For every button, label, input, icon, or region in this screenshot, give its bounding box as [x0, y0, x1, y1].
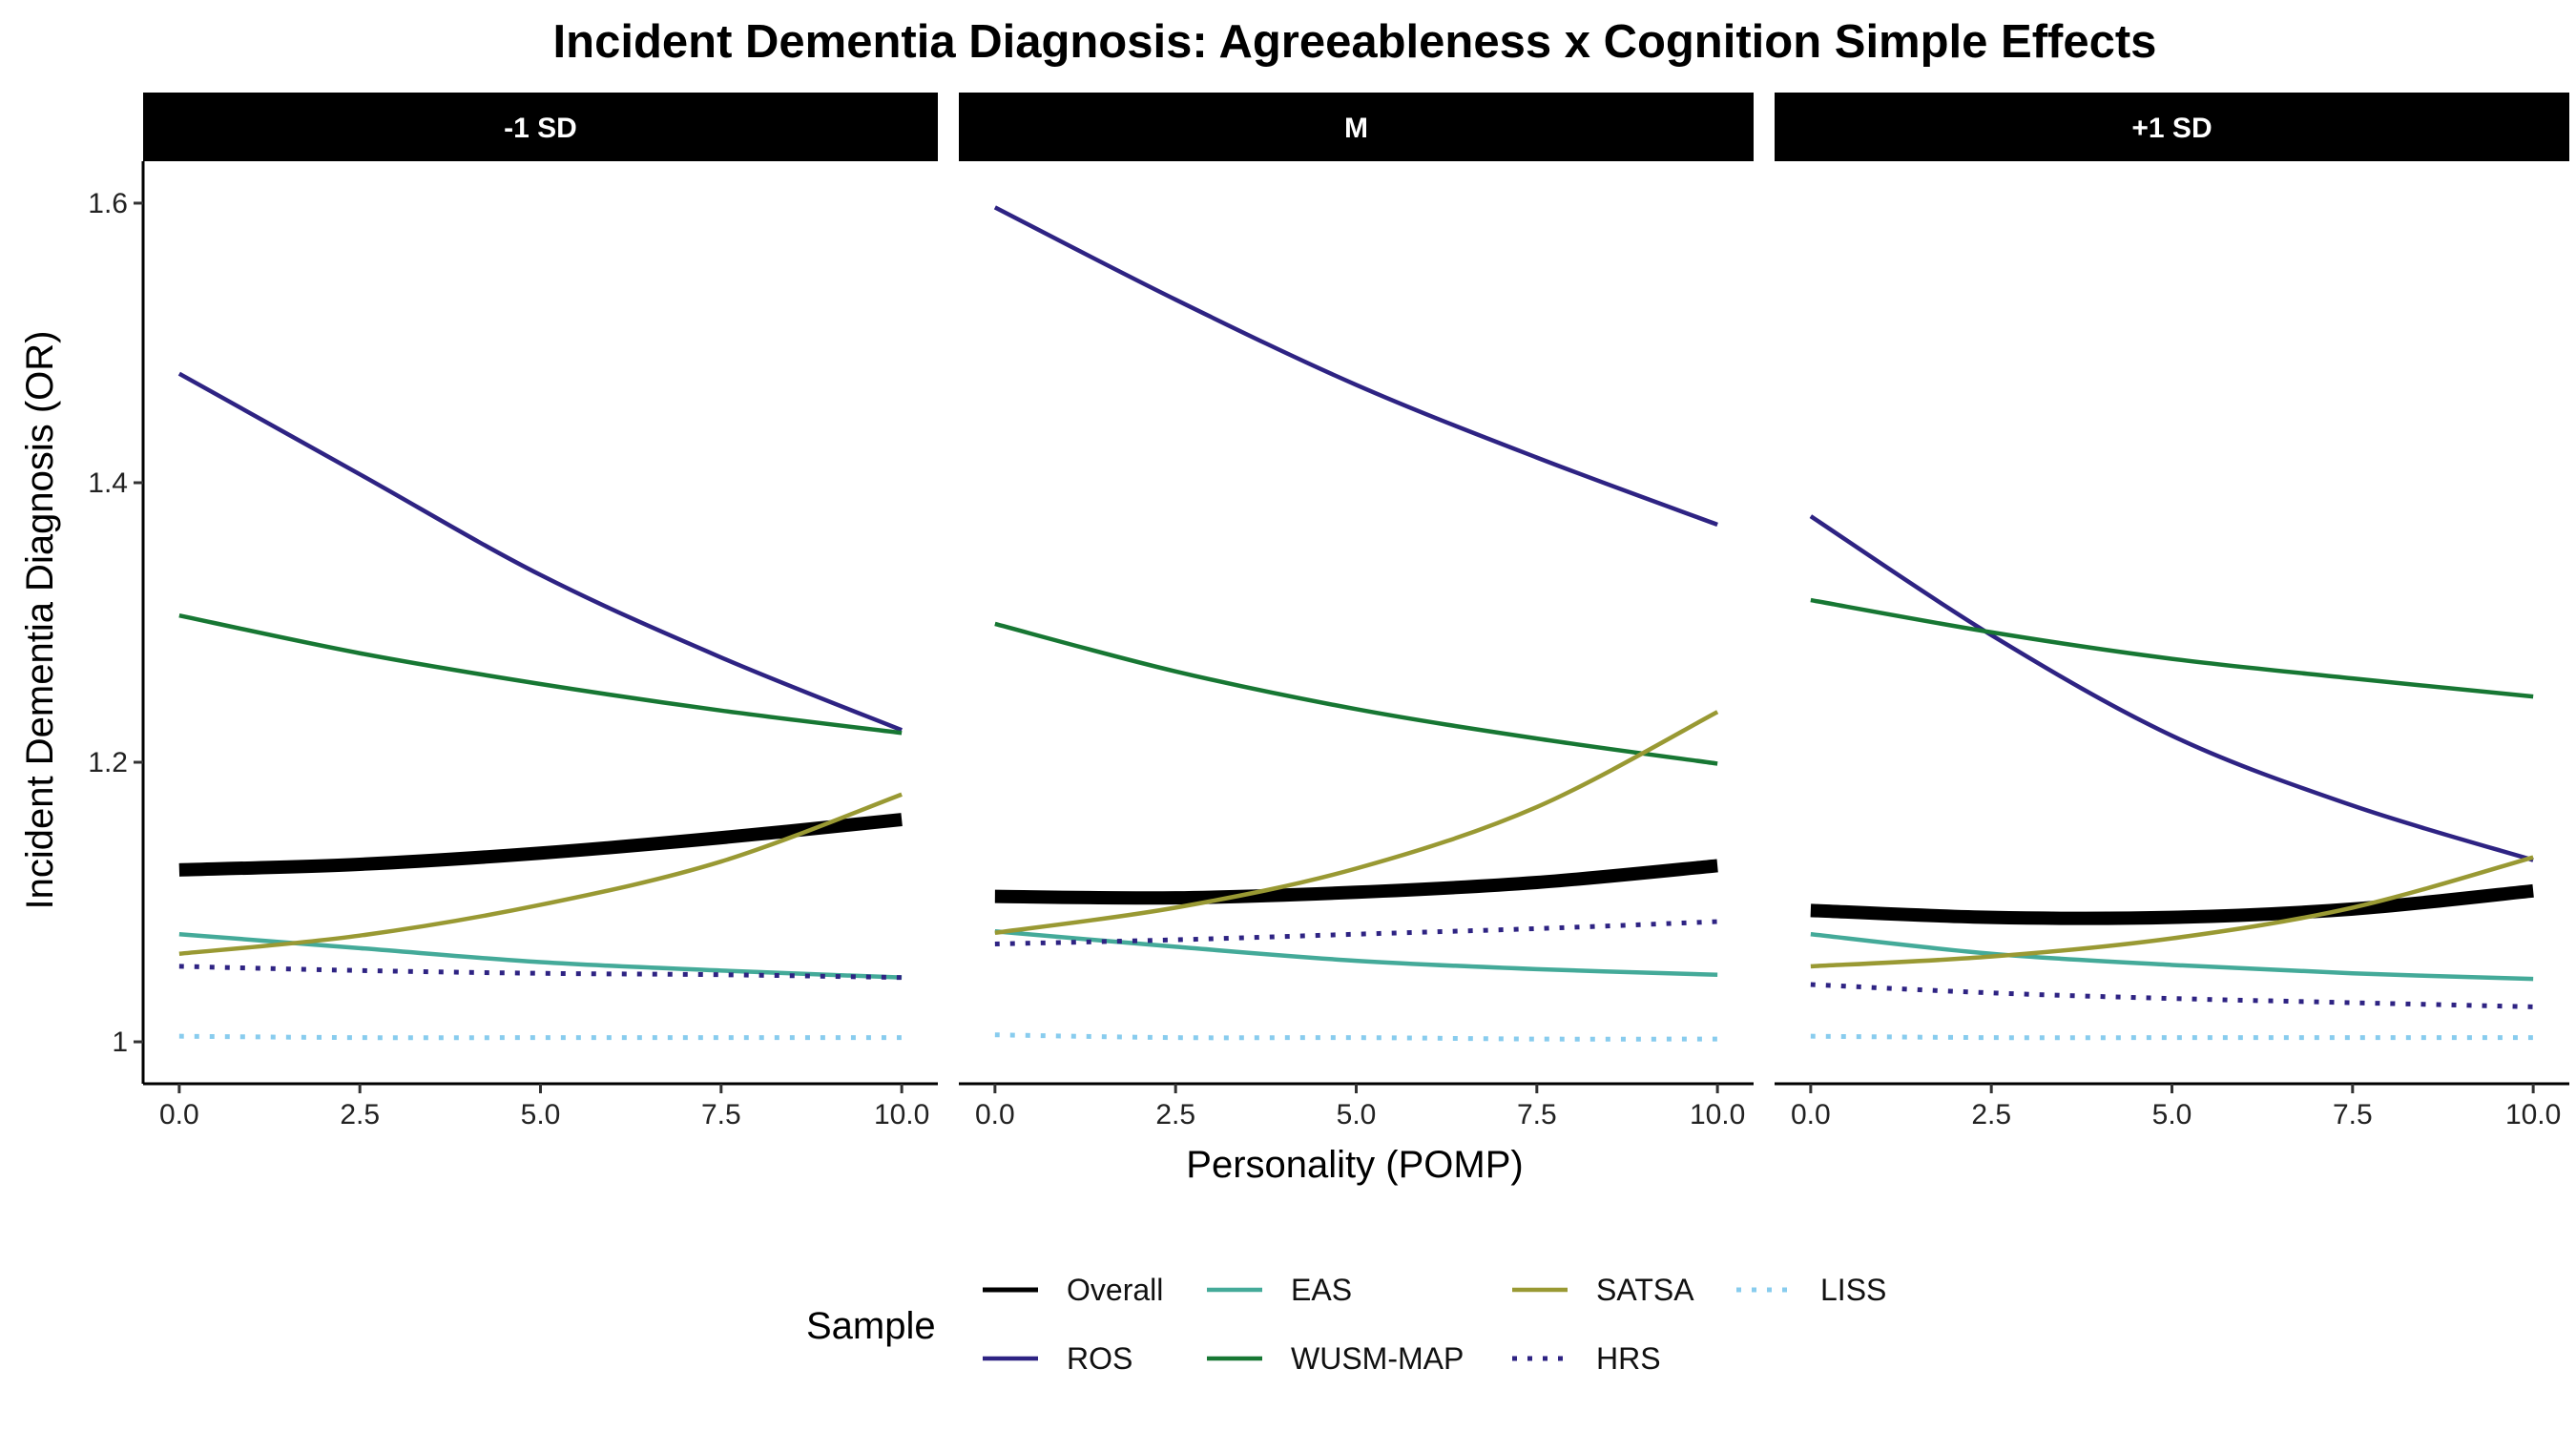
x-tick-label: 5.0: [1337, 1099, 1377, 1130]
legend-label: ROS: [1067, 1341, 1132, 1376]
strip-label: -1 SD: [504, 113, 577, 144]
series-line-satsa: [994, 710, 1719, 935]
series-line-hrs: [1810, 982, 2534, 1009]
series-line-wusm-map: [1810, 597, 2534, 699]
facet-panels: -1 SD 0.0 2.5 5.0 7.5 10.0 1 1.2 1.4 1.6 M 0.0 2.5 5.…: [88, 93, 2569, 1130]
series-line-overall: [1810, 883, 2534, 925]
series-line-wusm-map: [994, 621, 1718, 766]
series-line-ros: [1809, 514, 2534, 862]
series-line-liss: [994, 1032, 1718, 1042]
series-lines: [1809, 514, 2534, 1041]
x-tick-label: 2.5: [1971, 1099, 2011, 1130]
strip-header: [959, 93, 1754, 161]
x-tick-label: 0.0: [975, 1099, 1015, 1130]
y-tick-label: 1: [112, 1027, 128, 1058]
series-line-hrs: [994, 919, 1718, 946]
x-tick-label: 7.5: [2333, 1099, 2373, 1130]
legend: Sample Overall ROS EAS WUSM-MAP SATSA HRS LISS: [806, 1273, 1886, 1376]
legend-label: LISS: [1820, 1273, 1886, 1307]
x-tick-label: 2.5: [340, 1099, 380, 1130]
strip-header: [1775, 93, 2569, 161]
x-tick-label: 5.0: [521, 1099, 561, 1130]
series-lines: [993, 205, 1719, 1042]
legend-item-wusm-map: WUSM-MAP: [1207, 1341, 1464, 1376]
x-tick-label: 10.0: [1690, 1099, 1745, 1130]
facet-panel-m: M 0.0 2.5 5.0 7.5 10.0: [959, 93, 1754, 1130]
legend-label: WUSM-MAP: [1291, 1341, 1464, 1376]
series-line-wusm-map: [178, 612, 903, 736]
y-tick-label: 1.2: [88, 747, 128, 778]
legend-label: HRS: [1596, 1341, 1661, 1376]
x-tick-label: 0.0: [159, 1099, 199, 1130]
chart-title: Incident Dementia Diagnosis: Agreeablene…: [553, 16, 2157, 68]
x-tick-label: 2.5: [1155, 1099, 1195, 1130]
series-line-satsa: [1810, 855, 2534, 969]
series-line-eas: [994, 929, 1718, 977]
x-axis-title: Personality (POMP): [1186, 1144, 1523, 1186]
x-tick-label: 5.0: [2152, 1099, 2192, 1130]
series-line-eas: [1810, 931, 2534, 982]
facet-panel-1-sd: -1 SD 0.0 2.5 5.0 7.5 10.0 1 1.2 1.4 1.6: [88, 93, 938, 1130]
series-line-overall: [994, 859, 1718, 905]
series-line-liss: [1810, 1033, 2534, 1041]
series-line-liss: [178, 1033, 903, 1041]
series-line-overall: [178, 813, 903, 877]
y-tick-label: 1.6: [88, 188, 128, 219]
x-tick-label: 10.0: [874, 1099, 929, 1130]
legend-label: Overall: [1067, 1273, 1163, 1307]
y-axis-title: Incident Dementia Diagnosis (OR): [19, 331, 61, 910]
series-line-ros: [993, 205, 1718, 528]
x-tick-label: 7.5: [701, 1099, 741, 1130]
strip-label: +1 SD: [2131, 113, 2212, 144]
series-line-satsa: [178, 792, 903, 956]
legend-item-satsa: SATSA: [1512, 1273, 1694, 1307]
legend-item-ros: ROS: [983, 1341, 1132, 1376]
strip-header: [143, 93, 938, 161]
y-tick-label: 1.4: [88, 467, 128, 499]
strip-label: M: [1344, 113, 1368, 144]
x-tick-label: 0.0: [1791, 1099, 1831, 1130]
legend-item-overall: Overall: [983, 1273, 1163, 1307]
legend-item-eas: EAS: [1207, 1273, 1352, 1307]
x-tick-label: 10.0: [2505, 1099, 2561, 1130]
legend-item-liss: LISS: [1736, 1273, 1886, 1307]
x-tick-label: 7.5: [1517, 1099, 1557, 1130]
legend-label: SATSA: [1596, 1273, 1694, 1307]
legend-item-hrs: HRS: [1512, 1341, 1661, 1376]
series-line-ros: [177, 371, 903, 733]
legend-label: EAS: [1291, 1273, 1352, 1307]
legend-title: Sample: [806, 1305, 936, 1347]
facet-panel-1-sd: +1 SD 0.0 2.5 5.0 7.5 10.0: [1775, 93, 2569, 1130]
series-lines: [177, 371, 903, 1041]
